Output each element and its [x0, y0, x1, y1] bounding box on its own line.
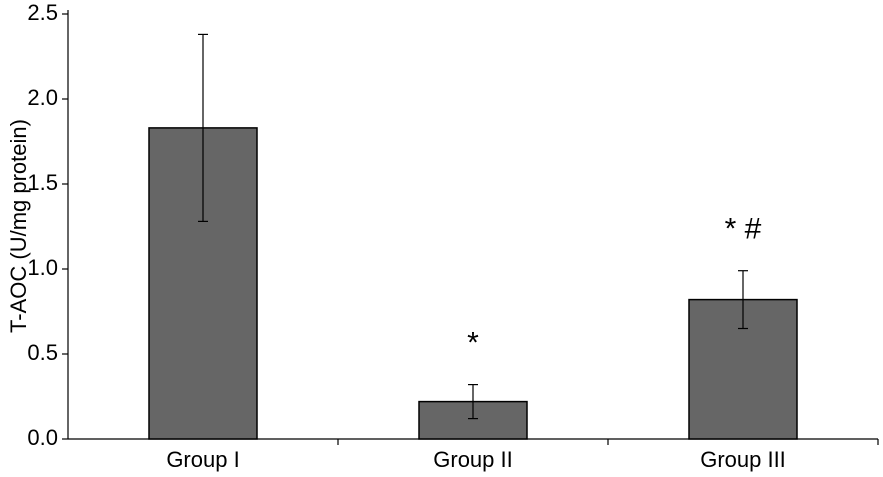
- y-axis-label: T-AOC (U/mg protein): [6, 119, 31, 333]
- y-tick-label: 0.0: [27, 425, 58, 450]
- y-tick-label: 0.5: [27, 340, 58, 365]
- x-tick-label: Group I: [166, 447, 239, 472]
- y-tick-label: 1.0: [27, 255, 58, 280]
- annotation: * #: [725, 213, 762, 246]
- y-tick-label: 2.0: [27, 85, 58, 110]
- x-tick-label: Group III: [700, 447, 786, 472]
- y-tick-label: 2.5: [27, 0, 58, 25]
- x-tick-label: Group II: [433, 447, 512, 472]
- annotation: *: [467, 327, 479, 360]
- y-tick-label: 1.5: [27, 170, 58, 195]
